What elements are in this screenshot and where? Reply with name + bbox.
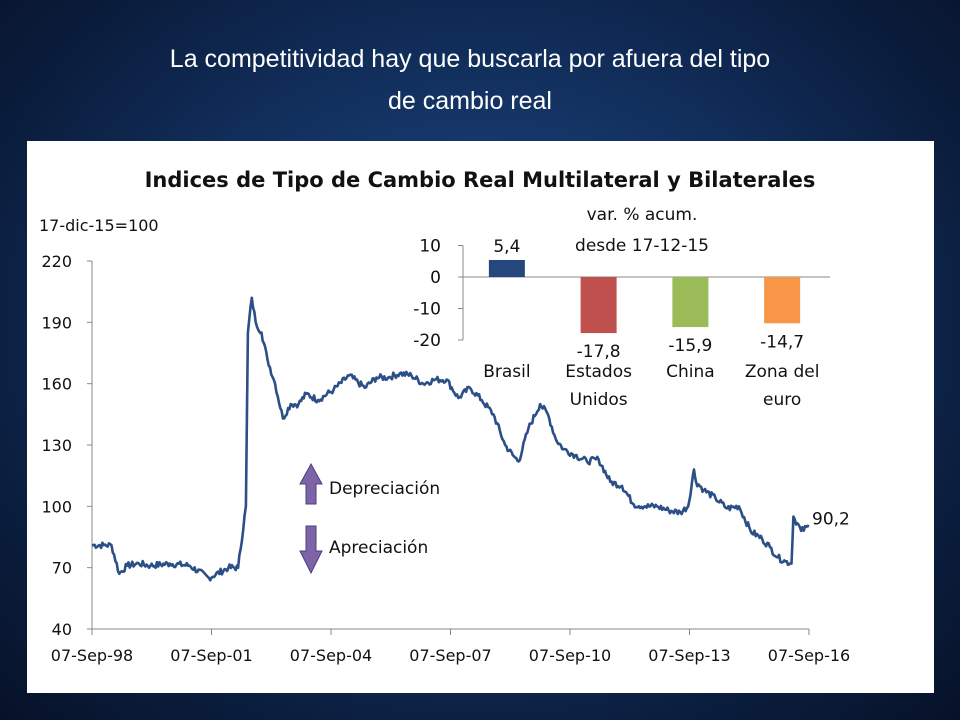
x-tick-label: 07-Sep-13 [648,646,730,665]
slide-title-line-2: de cambio real [388,87,552,115]
chart-panel: Indices de Tipo de Cambio Real Multilate… [27,141,934,693]
main-line-group [92,296,810,582]
inset-title-line-1: var. % acum. [587,205,698,225]
exchange-rate-line [92,296,810,582]
chart-title: Indices de Tipo de Cambio Real Multilate… [145,168,816,192]
inset-y-tick-label: -20 [413,331,441,351]
x-tick-label: 07-Sep-16 [768,646,850,665]
depreciation-label: Depreciación [329,479,440,499]
inset-bar-value-label: -17,8 [577,342,621,362]
y-tick-label: 220 [41,252,72,271]
inset-bar-chart: var. % acum. desde 17-12-15 10 0 -10 -20 5,… [413,205,830,410]
chart-svg: Indices de Tipo de Cambio Real Multilate… [39,168,850,665]
inset-category-label: Estados [565,362,632,382]
inset-category-label: Zona del [745,362,820,382]
inset-y-tick-label: 0 [430,268,441,288]
last-value-label: 90,2 [812,509,850,529]
y-tick-label: 190 [41,313,72,332]
x-tick-label: 07-Sep-98 [51,646,133,665]
main-axes: 40 70 100 130 160 190 220 07-Sep-98 07-Sep-01 07-… [41,252,850,665]
y-tick-label: 40 [52,620,72,639]
y-tick-label: 70 [52,559,72,578]
y-axis-label: 17-dic-15=100 [39,216,159,235]
inset-bar [488,259,525,277]
inset-bar [764,277,801,324]
inset-bar [580,277,617,334]
direction-legend: Depreciación Apreciación [299,462,440,575]
slide-title-line-1: La competitividad hay que buscarla por a… [169,45,771,73]
inset-bar-value-label: 5,4 [493,237,520,257]
depreciation-arrow-icon [299,462,323,505]
inset-title-line-2: desde 17-12-15 [575,236,709,256]
x-tick-label: 07-Sep-07 [409,646,491,665]
inset-bar-value-label: -14,7 [760,332,804,352]
inset-y-tick-label: -10 [413,300,441,320]
inset-y-tick-label: 10 [419,237,441,257]
inset-category-label: Brasil [483,362,530,382]
x-tick-label: 07-Sep-04 [290,646,372,665]
y-tick-label: 160 [41,375,72,394]
appreciation-arrow-icon [299,525,323,575]
y-tick-label: 100 [41,497,72,516]
x-tick-label: 07-Sep-01 [170,646,252,665]
appreciation-label: Apreciación [329,538,428,558]
inset-category-label: China [666,362,715,382]
inset-bar-value-label: -15,9 [668,336,712,356]
x-tick-label: 07-Sep-10 [529,646,611,665]
inset-category-label: Unidos [570,390,628,410]
y-tick-label: 130 [41,436,72,455]
inset-bar [672,277,709,328]
inset-category-label: euro [763,390,801,410]
slide-title: La competitividad hay que buscarla por a… [60,38,880,122]
